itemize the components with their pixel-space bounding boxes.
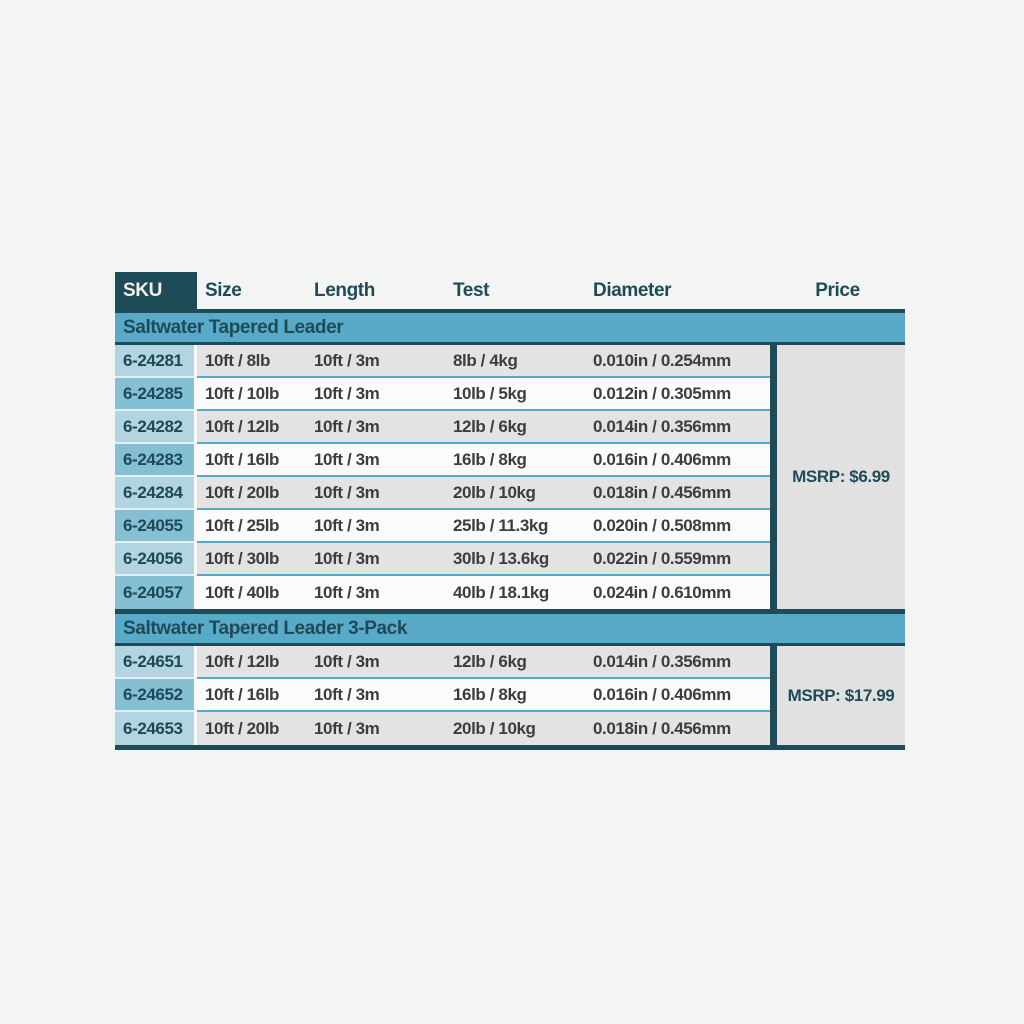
column-header-sku: SKU [115, 272, 197, 309]
column-header-diameter: Diameter [593, 279, 672, 301]
cell-size: 10ft / 8lb [197, 345, 307, 378]
cell-size: 10ft / 20lb [197, 712, 307, 745]
cell-diameter: 0.010in / 0.254mm [593, 345, 770, 378]
section-rows: 6-24281 10ft / 8lb 10ft / 3m 8lb / 4kg 0… [115, 345, 770, 609]
table-row: 6-24285 10ft / 10lb 10ft / 3m 10lb / 5kg… [115, 378, 770, 411]
table-row: 6-24055 10ft / 25lb 10ft / 3m 25lb / 11.… [115, 510, 770, 543]
cell-length: 10ft / 3m [307, 576, 446, 609]
price-cell: MSRP: $6.99 [777, 345, 905, 609]
price-cell: MSRP: $17.99 [777, 646, 905, 745]
cell-diameter: 0.018in / 0.456mm [593, 712, 770, 745]
price-column-divider [770, 646, 777, 745]
section-divider [115, 342, 905, 345]
cell-test: 12lb / 6kg [446, 411, 593, 444]
cell-length: 10ft / 3m [307, 646, 446, 679]
column-header-test: Test [453, 279, 490, 301]
cell-test: 10lb / 5kg [446, 378, 593, 411]
section-title: Saltwater Tapered Leader [123, 316, 344, 338]
section-divider [115, 643, 905, 646]
cell-test: 30lb / 13.6kg [446, 543, 593, 576]
cell-sku: 6-24652 [115, 679, 197, 712]
section-rows: 6-24651 10ft / 12lb 10ft / 3m 12lb / 6kg… [115, 646, 770, 745]
table-row: 6-24056 10ft / 30lb 10ft / 3m 30lb / 13.… [115, 543, 770, 576]
cell-diameter: 0.018in / 0.456mm [593, 477, 770, 510]
cell-diameter: 0.022in / 0.559mm [593, 543, 770, 576]
cell-test: 40lb / 18.1kg [446, 576, 593, 609]
column-header-length: Length [314, 279, 375, 301]
cell-sku: 6-24282 [115, 411, 197, 444]
header-divider [115, 309, 905, 313]
cell-size: 10ft / 30lb [197, 543, 307, 576]
cell-size: 10ft / 10lb [197, 378, 307, 411]
price-column-divider [770, 345, 777, 609]
cell-size: 10ft / 12lb [197, 646, 307, 679]
table-row: 6-24284 10ft / 20lb 10ft / 3m 20lb / 10k… [115, 477, 770, 510]
table-row: 6-24057 10ft / 40lb 10ft / 3m 40lb / 18.… [115, 576, 770, 609]
cell-test: 20lb / 10kg [446, 477, 593, 510]
cell-size: 10ft / 16lb [197, 679, 307, 712]
cell-size: 10ft / 25lb [197, 510, 307, 543]
section-title-band: Saltwater Tapered Leader 3-Pack [115, 614, 905, 643]
table-row: 6-24283 10ft / 16lb 10ft / 3m 16lb / 8kg… [115, 444, 770, 477]
column-header-price: Price [815, 279, 860, 301]
cell-size: 10ft / 16lb [197, 444, 307, 477]
table-header-row: SKU Size Length Test Diameter Price [115, 272, 905, 309]
section-body: 6-24281 10ft / 8lb 10ft / 3m 8lb / 4kg 0… [115, 345, 905, 609]
table-row: 6-24653 10ft / 20lb 10ft / 3m 20lb / 10k… [115, 712, 770, 745]
cell-test: 25lb / 11.3kg [446, 510, 593, 543]
section-title-band: Saltwater Tapered Leader [115, 313, 905, 342]
cell-sku: 6-24283 [115, 444, 197, 477]
cell-test: 16lb / 8kg [446, 679, 593, 712]
cell-diameter: 0.014in / 0.356mm [593, 411, 770, 444]
cell-length: 10ft / 3m [307, 543, 446, 576]
cell-length: 10ft / 3m [307, 378, 446, 411]
cell-diameter: 0.020in / 0.508mm [593, 510, 770, 543]
cell-diameter: 0.024in / 0.610mm [593, 576, 770, 609]
section-separator [115, 609, 905, 614]
cell-size: 10ft / 12lb [197, 411, 307, 444]
msrp-text: MSRP: $17.99 [787, 685, 895, 705]
cell-length: 10ft / 3m [307, 444, 446, 477]
cell-test: 16lb / 8kg [446, 444, 593, 477]
cell-test: 20lb / 10kg [446, 712, 593, 745]
table-row: 6-24652 10ft / 16lb 10ft / 3m 16lb / 8kg… [115, 679, 770, 712]
msrp-text: MSRP: $6.99 [792, 467, 890, 486]
cell-diameter: 0.016in / 0.406mm [593, 444, 770, 477]
cell-diameter: 0.012in / 0.305mm [593, 378, 770, 411]
cell-sku: 6-24057 [115, 576, 197, 609]
section-title: Saltwater Tapered Leader 3-Pack [123, 617, 407, 639]
cell-test: 8lb / 4kg [446, 345, 593, 378]
cell-sku: 6-24653 [115, 712, 197, 745]
cell-length: 10ft / 3m [307, 712, 446, 745]
cell-diameter: 0.014in / 0.356mm [593, 646, 770, 679]
product-spec-table: SKU Size Length Test Diameter Price Salt… [115, 272, 905, 750]
table-row: 6-24282 10ft / 12lb 10ft / 3m 12lb / 6kg… [115, 411, 770, 444]
cell-length: 10ft / 3m [307, 679, 446, 712]
table-row: 6-24281 10ft / 8lb 10ft / 3m 8lb / 4kg 0… [115, 345, 770, 378]
table-row: 6-24651 10ft / 12lb 10ft / 3m 12lb / 6kg… [115, 646, 770, 679]
cell-sku: 6-24651 [115, 646, 197, 679]
table-bottom-border [115, 745, 905, 750]
cell-size: 10ft / 40lb [197, 576, 307, 609]
cell-sku: 6-24281 [115, 345, 197, 378]
section-body: 6-24651 10ft / 12lb 10ft / 3m 12lb / 6kg… [115, 646, 905, 745]
cell-size: 10ft / 20lb [197, 477, 307, 510]
cell-length: 10ft / 3m [307, 510, 446, 543]
cell-length: 10ft / 3m [307, 477, 446, 510]
cell-diameter: 0.016in / 0.406mm [593, 679, 770, 712]
cell-sku: 6-24284 [115, 477, 197, 510]
cell-length: 10ft / 3m [307, 411, 446, 444]
cell-length: 10ft / 3m [307, 345, 446, 378]
cell-sku: 6-24056 [115, 543, 197, 576]
cell-sku: 6-24285 [115, 378, 197, 411]
cell-sku: 6-24055 [115, 510, 197, 543]
cell-test: 12lb / 6kg [446, 646, 593, 679]
column-header-size: Size [205, 279, 242, 301]
